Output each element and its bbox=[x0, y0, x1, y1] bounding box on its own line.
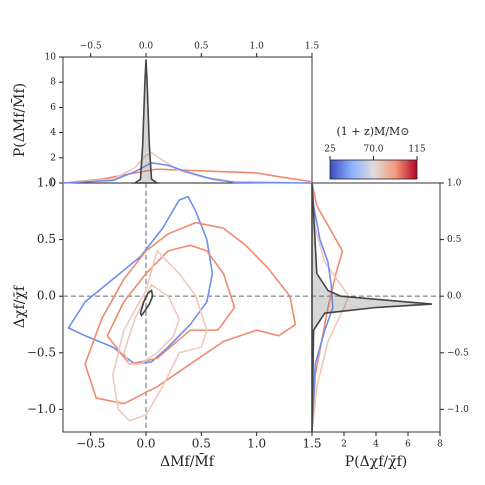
top-x-tick-label: 1.5 bbox=[305, 42, 320, 52]
right-x-label: P(Δχf/χ̄f) bbox=[345, 454, 408, 470]
y-tick-label: 1.0 bbox=[37, 176, 56, 190]
marginal-curve bbox=[62, 162, 313, 184]
x-tick-label: −0.5 bbox=[76, 437, 105, 451]
top-x-tick-label: 0.5 bbox=[194, 42, 209, 52]
right-x-tick-label: 2 bbox=[341, 440, 347, 450]
top-y-tick-label: 6 bbox=[50, 103, 56, 113]
right-y-tick-label: 1.0 bbox=[447, 179, 462, 189]
top-y-tick-label: 8 bbox=[50, 78, 56, 88]
y-tick-label: −0.5 bbox=[27, 345, 56, 359]
right-x-tick-label: 8 bbox=[437, 440, 443, 450]
marginal-curve bbox=[311, 182, 344, 433]
marginal-curve bbox=[62, 151, 313, 184]
contour bbox=[67, 195, 214, 365]
colorbar-tick-label: 25 bbox=[324, 145, 336, 155]
top-y-tick-label: 10 bbox=[45, 53, 57, 63]
x-axis-label: ΔMf/M̄f bbox=[160, 452, 216, 470]
y-tick-label: 0.0 bbox=[37, 289, 56, 303]
colorbar bbox=[329, 159, 418, 180]
right-y-tick-label: 0.5 bbox=[447, 235, 462, 245]
marginal-curve bbox=[132, 59, 160, 184]
right-x-tick-label: 6 bbox=[405, 440, 411, 450]
top-y-tick-label: 4 bbox=[50, 128, 56, 138]
y-tick-label: −1.0 bbox=[27, 402, 56, 416]
marginal-curve bbox=[311, 182, 334, 433]
x-tick-label: 0.5 bbox=[192, 437, 211, 451]
panel-frame bbox=[62, 56, 313, 184]
x-tick-label: 0.0 bbox=[136, 437, 155, 451]
x-tick-label: 1.5 bbox=[302, 437, 321, 451]
top-x-tick-label: 1.0 bbox=[250, 42, 265, 52]
right-y-tick-label: −1.0 bbox=[447, 405, 469, 415]
top-y-label: P(ΔMf/M̄f) bbox=[10, 83, 28, 157]
top-y-tick-label: 0 bbox=[50, 179, 56, 189]
right-y-tick-label: 0.0 bbox=[447, 292, 462, 302]
top-x-tick-label: 0.0 bbox=[139, 42, 154, 52]
top-x-tick-label: −0.5 bbox=[80, 42, 102, 52]
contour bbox=[123, 283, 181, 365]
colorbar-tick-label: 70.0 bbox=[363, 145, 383, 155]
panel-frame bbox=[62, 182, 313, 433]
y-tick-label: 0.5 bbox=[37, 232, 56, 246]
right-x-tick-label: 4 bbox=[373, 440, 379, 450]
colorbar-tick-label: 115 bbox=[408, 145, 425, 155]
contour bbox=[111, 249, 208, 422]
top-y-tick-label: 2 bbox=[50, 153, 56, 163]
marginal-curve bbox=[62, 168, 313, 184]
x-tick-label: 1.0 bbox=[247, 437, 266, 451]
marginal-curve bbox=[311, 182, 433, 433]
colorbar-label: (1 + z)M/M⊙ bbox=[336, 125, 409, 138]
contour bbox=[106, 244, 236, 365]
right-y-tick-label: −0.5 bbox=[447, 348, 469, 358]
contour bbox=[84, 221, 297, 405]
y-axis-label: Δχf/χ̄f bbox=[12, 284, 28, 328]
contour bbox=[139, 289, 154, 317]
